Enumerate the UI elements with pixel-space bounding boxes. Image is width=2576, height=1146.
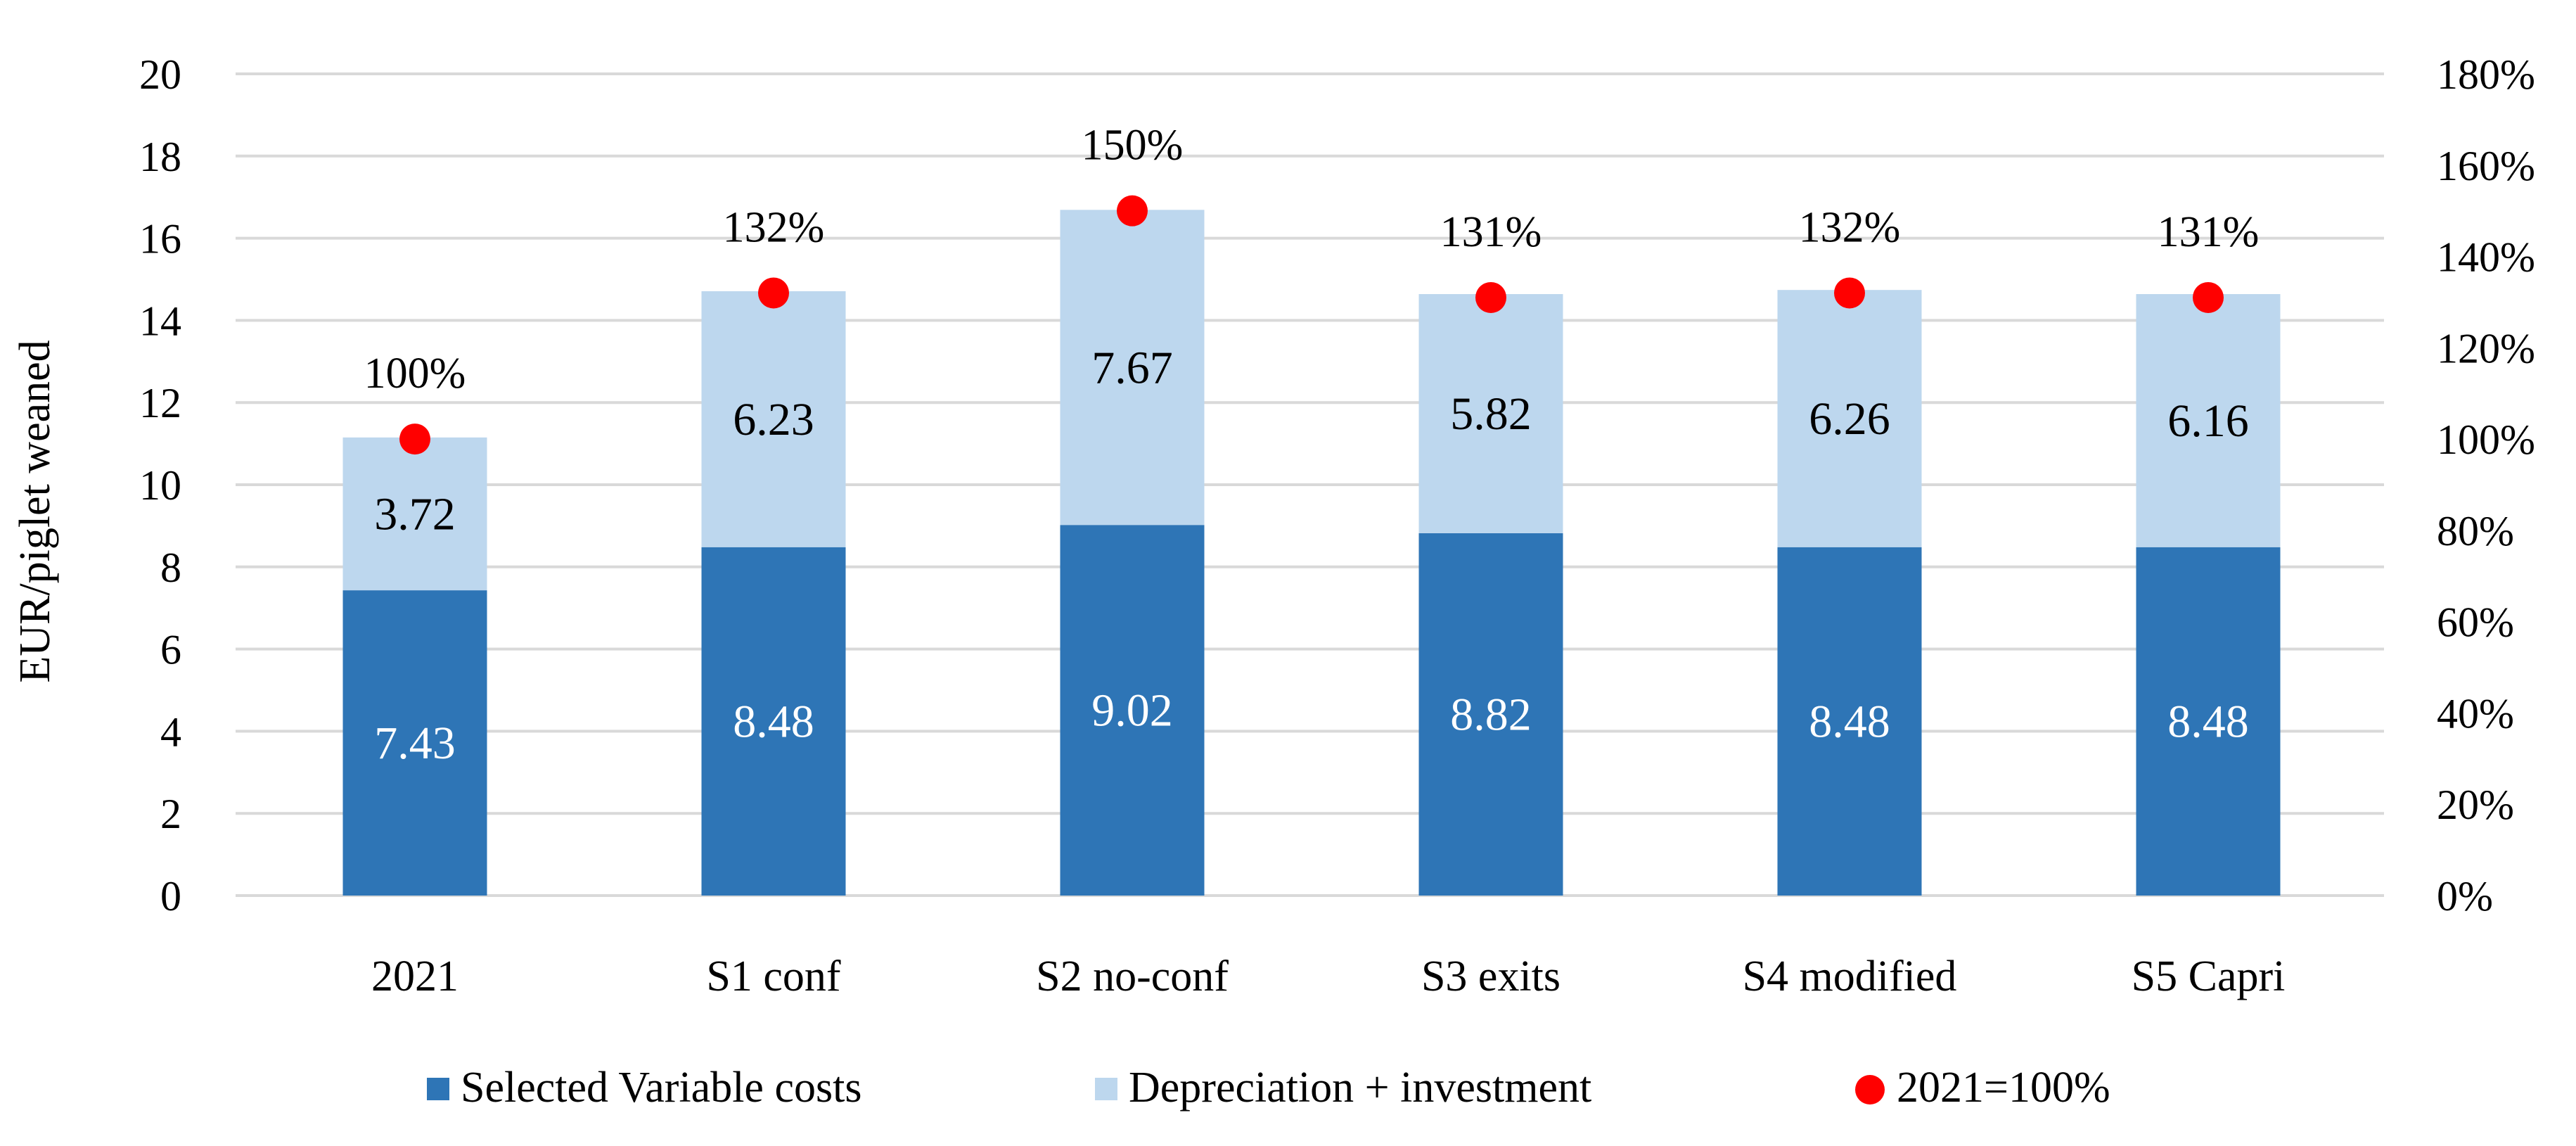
bars [342, 210, 2281, 896]
x-tick-label: S3 exits [1421, 953, 1561, 1000]
bar-label-depreciation: 6.16 [2167, 395, 2249, 447]
bar-depreciation-investment [701, 291, 846, 547]
x-tick-label: S5 Capri [2132, 953, 2286, 1000]
y-tick-label: 12 [139, 380, 181, 426]
y-tick-label: 8 [160, 545, 181, 591]
index-marker [1117, 195, 1148, 227]
legend: Selected Variable costs Depreciation + i… [427, 1064, 2110, 1112]
y2-tick-label: 180% [2437, 51, 2535, 98]
bar-variable-costs [1060, 525, 1205, 896]
bar-label-variable-costs: 8.48 [733, 696, 814, 747]
legend-label-variable-costs: Selected Variable costs [461, 1064, 861, 1112]
y2-tick-label: 160% [2437, 143, 2535, 189]
axes: 0 2 4 6 8 10 12 14 16 18 20 0% 20% 40% 60% 80% 100% 120% 1… [139, 51, 2535, 1000]
y-tick-label: 16 [139, 216, 181, 262]
y2-tick-label: 20% [2437, 782, 2514, 828]
bar-depreciation-investment [1777, 290, 1922, 547]
bar-variable-costs [342, 590, 487, 896]
legend-label-index: 2021=100% [1897, 1064, 2110, 1112]
bar-label-variable-costs: 8.48 [2167, 696, 2249, 747]
bar-variable-costs [2136, 547, 2281, 896]
index-label: 100% [364, 350, 466, 397]
index-marker [399, 424, 430, 455]
x-tick-label: S1 conf [706, 953, 841, 1000]
bar-label-variable-costs: 8.82 [1450, 689, 1532, 740]
index-label: 131% [1440, 208, 1542, 256]
gridlines [236, 72, 2384, 897]
x-tick-label: S4 modified [1743, 953, 1957, 1000]
bar-depreciation-investment [1060, 210, 1205, 526]
bar-depreciation-investment [342, 437, 487, 591]
x-tick-label: 2021 [371, 953, 459, 1000]
bar-label-variable-costs: 8.48 [1809, 696, 1890, 747]
legend-marker-index [1855, 1075, 1885, 1104]
bar-variable-costs [701, 547, 846, 896]
x-tick-label: S2 no-conf [1036, 953, 1229, 1000]
bar-label-depreciation: 6.26 [1809, 393, 1890, 445]
bar-label-depreciation: 3.72 [374, 488, 456, 540]
y-tick-label: 20 [139, 51, 181, 98]
y2-tick-label: 80% [2437, 508, 2514, 554]
y-tick-label: 4 [160, 708, 181, 755]
index-marker [758, 277, 789, 309]
index-marker [2193, 281, 2224, 313]
y2-tick-label: 60% [2437, 599, 2514, 646]
bar-depreciation-investment [1418, 294, 1563, 533]
bar-variable-costs [1777, 547, 1922, 896]
index-marker [1475, 281, 1506, 313]
bar-label-variable-costs: 7.43 [374, 718, 456, 769]
y2-tick-label: 120% [2437, 325, 2535, 371]
bar-label-depreciation: 7.67 [1091, 342, 1173, 393]
bar-label-variable-costs: 9.02 [1091, 685, 1173, 737]
index-marker [1834, 277, 1865, 309]
bar-label-depreciation: 6.23 [733, 394, 814, 445]
legend-swatch-variable-costs [427, 1078, 449, 1100]
y-tick-label: 2 [160, 791, 181, 837]
y-tick-label: 10 [139, 462, 181, 509]
bar-variable-costs [1418, 533, 1563, 896]
y2-tick-label: 100% [2437, 416, 2535, 463]
index-markers: 100% 132% 150% 131% 132% 131% [364, 122, 2260, 455]
bar-label-depreciation: 5.82 [1450, 388, 1532, 440]
index-label: 132% [723, 203, 825, 251]
legend-swatch-depreciation [1095, 1078, 1117, 1100]
index-label: 150% [1082, 122, 1184, 170]
bar-depreciation-investment [2136, 294, 2281, 547]
y-tick-label: 14 [139, 298, 181, 344]
y-tick-label: 0 [160, 873, 181, 919]
y2-tick-label: 140% [2437, 234, 2535, 281]
y-tick-label: 18 [139, 134, 181, 180]
legend-label-depreciation: Depreciation + investment [1129, 1064, 1591, 1112]
index-label: 131% [2158, 208, 2260, 256]
y-tick-label: 6 [160, 627, 181, 673]
y2-tick-label: 0% [2437, 873, 2493, 919]
y-axis-title: EUR/piglet weaned [11, 340, 59, 682]
index-label: 132% [1799, 203, 1901, 251]
data-labels: 7.43 3.72 8.48 6.23 9.02 7.67 8.82 5.82 8.48 6.26… [374, 342, 2249, 769]
y2-tick-label: 40% [2437, 690, 2514, 737]
